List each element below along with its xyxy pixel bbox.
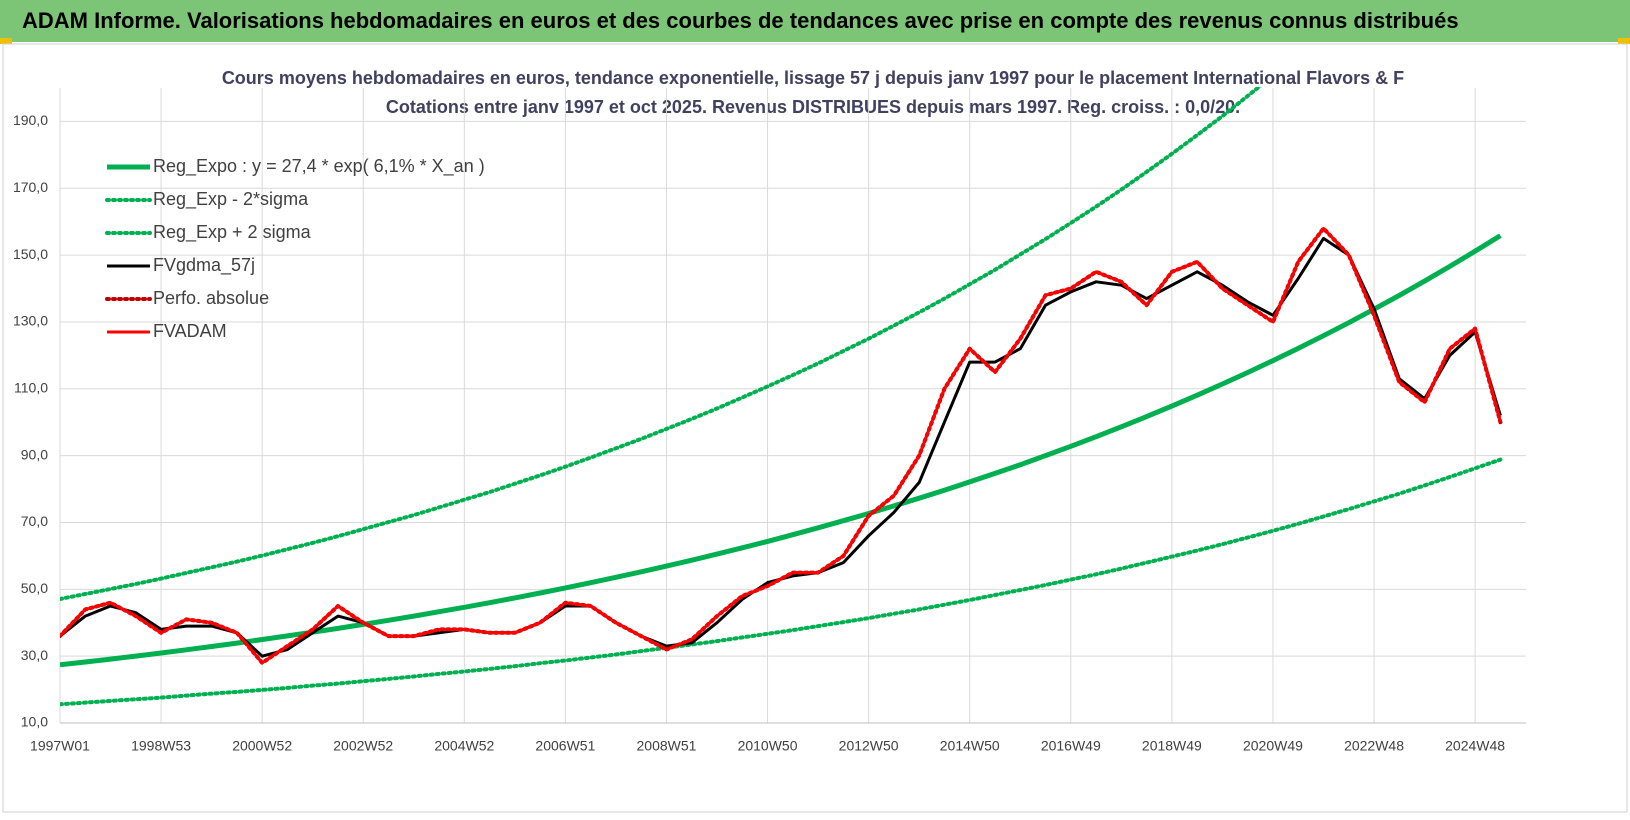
y-tick-label: 110,0: [14, 379, 48, 395]
series-line: [60, 457, 1503, 707]
y-tick-label: 10,0: [21, 714, 48, 730]
legend-label: FVgdma_57j: [153, 255, 255, 276]
x-tick-label: 2006W51: [535, 738, 595, 754]
chart-subtitle: Cotations entre janv 1997 et oct 2025. R…: [386, 97, 1240, 117]
series-line: [60, 233, 1502, 668]
series-line: [60, 226, 1502, 665]
x-tick-label: 1998W53: [131, 738, 191, 754]
y-tick-label: 190,0: [13, 112, 48, 128]
x-tick-label: 2018W49: [1142, 738, 1202, 754]
legend-label: Reg_Exp - 2*sigma: [153, 189, 309, 210]
y-tick-label: 150,0: [13, 246, 48, 262]
x-tick-label: 2016W49: [1041, 738, 1101, 754]
x-tick-label: 2012W50: [839, 738, 899, 754]
legend-label: Reg_Expo : y = 27,4 * exp( 6,1% * X_an ): [153, 156, 485, 177]
plot-area: [60, 87, 1503, 707]
y-tick-label: 170,0: [13, 179, 48, 195]
x-tick-label: 1997W01: [30, 738, 90, 754]
x-tick-label: 2008W51: [637, 738, 697, 754]
header-bar: [0, 0, 1630, 42]
chart-subtitle: Cours moyens hebdomadaires en euros, ten…: [222, 68, 1404, 88]
x-tick-label: 2020W49: [1243, 738, 1303, 754]
frame: [2, 43, 1628, 813]
x-tick-label: 2000W52: [232, 738, 292, 754]
y-tick-label: 50,0: [21, 580, 48, 596]
x-tick-label: 2010W50: [738, 738, 798, 754]
chart-title: ADAM Informe. Valorisations hebdomadaire…: [22, 8, 1459, 33]
y-tick-label: 30,0: [21, 647, 48, 663]
x-tick-label: 2014W50: [940, 738, 1000, 754]
legend-label: Reg_Exp + 2 sigma: [153, 222, 312, 243]
series-line: [60, 236, 1502, 658]
corner: [1618, 38, 1630, 44]
corner: [0, 38, 12, 44]
y-tick-label: 130,0: [13, 313, 48, 329]
series-line: [60, 87, 1263, 601]
x-tick-label: 2002W52: [333, 738, 393, 754]
x-tick-label: 2004W52: [434, 738, 494, 754]
x-tick-label: 2024W48: [1445, 738, 1505, 754]
y-tick-label: 70,0: [21, 513, 48, 529]
x-tick-label: 2022W48: [1344, 738, 1404, 754]
legend-label: Perfo. absolue: [153, 288, 269, 308]
legend-label: FVADAM: [153, 321, 227, 341]
y-tick-label: 90,0: [21, 446, 48, 462]
